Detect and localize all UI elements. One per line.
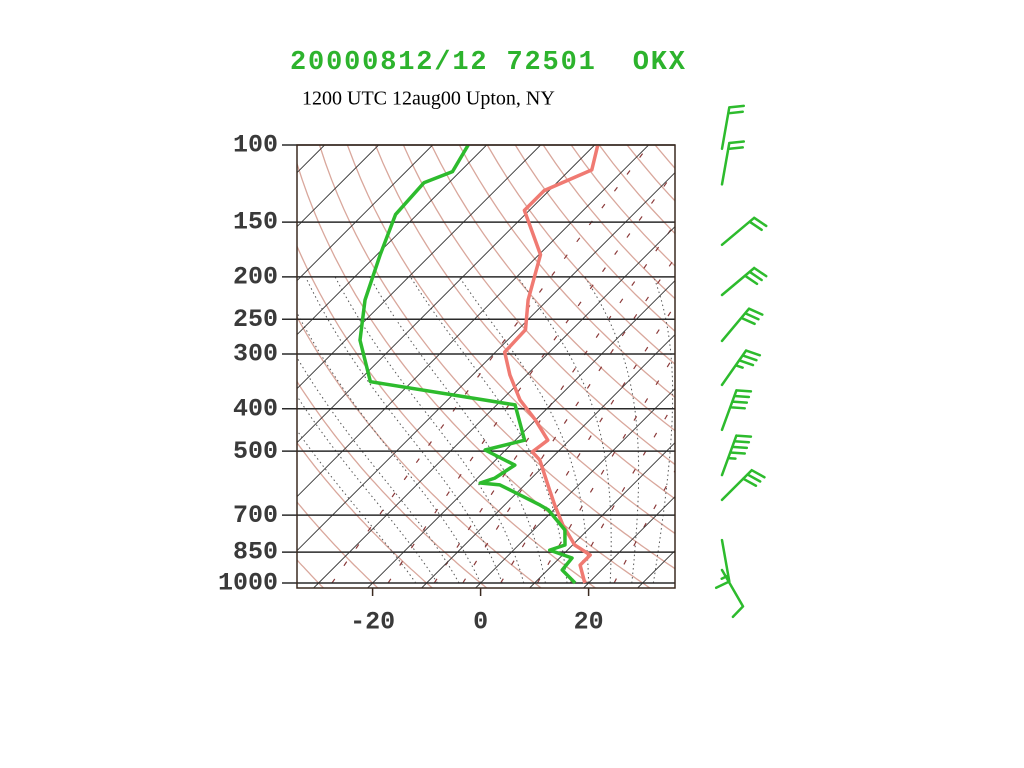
y-tick-label: 500 — [233, 437, 278, 466]
moist-adiabat — [584, 276, 640, 584]
y-tick-label: 200 — [233, 262, 278, 291]
wind-barb — [720, 434, 753, 477]
chart-subtitle: 1200 UTC 12aug00 Upton, NY — [302, 88, 555, 110]
wind-barb — [720, 349, 762, 387]
dry-adiabat — [297, 441, 434, 588]
wind-barb — [720, 568, 745, 619]
mixing-ratio-line — [387, 170, 675, 584]
isotherm — [0, 145, 163, 588]
y-tick-label: 100 — [233, 131, 278, 160]
dry-adiabat — [739, 145, 1024, 594]
grid-line — [475, 387, 675, 588]
dry-adiabat — [626, 145, 675, 202]
moist-adiabat — [674, 580, 675, 583]
isotherm — [297, 171, 675, 552]
dry-adiabat — [297, 501, 379, 588]
dry-adiabat — [346, 145, 675, 535]
grid-line — [367, 279, 675, 588]
dry-adiabat — [374, 145, 675, 500]
y-tick-label: 300 — [233, 340, 278, 369]
x-tick-label: 20 — [574, 608, 604, 637]
mixing-ratio-line — [569, 400, 675, 584]
x-tick-label: -20 — [350, 608, 395, 637]
dry-adiabat — [486, 145, 675, 366]
y-tick-label: 150 — [233, 208, 278, 237]
dewpoint-line — [358, 144, 577, 585]
temperature-line — [502, 144, 600, 584]
dry-adiabat — [402, 145, 675, 466]
y-tick-label: 850 — [233, 538, 278, 567]
dry-adiabat — [711, 145, 1024, 594]
wind-barb — [720, 104, 746, 151]
plot-frame — [296, 144, 676, 589]
wind-barb — [720, 389, 753, 432]
wind-barb — [720, 266, 768, 297]
moist-adiabat — [369, 276, 546, 584]
isotherm — [297, 145, 649, 498]
dry-adiabat — [514, 145, 675, 333]
isotherm — [297, 145, 595, 444]
dry-adiabat — [570, 145, 675, 267]
dry-adiabat — [297, 380, 488, 588]
isotherm — [297, 145, 433, 282]
wind-barb — [720, 140, 746, 186]
isotherm — [297, 145, 541, 390]
wind-barb — [720, 307, 764, 343]
moist-adiabat — [517, 276, 612, 583]
dry-adiabat — [297, 315, 543, 588]
isotherm — [0, 145, 217, 588]
background-lines — [0, 145, 1024, 594]
isotherm — [0, 145, 271, 588]
y-tick-label: 400 — [233, 394, 278, 423]
isotherm — [297, 145, 487, 336]
grid-line — [583, 495, 675, 588]
dry-adiabat — [430, 145, 675, 432]
mixing-ratio-line — [331, 145, 650, 584]
moist-adiabat — [305, 276, 503, 584]
moist-adiabat — [297, 395, 438, 584]
isotherm — [313, 225, 675, 588]
dry-adiabat — [767, 145, 1024, 594]
dry-adiabat — [823, 145, 1024, 594]
dry-adiabat — [795, 145, 1024, 594]
isotherm — [529, 441, 675, 588]
dry-adiabat — [654, 145, 675, 170]
x-tick-label: 0 — [473, 608, 488, 637]
isotherm — [421, 333, 675, 588]
isotherm — [297, 145, 379, 228]
y-tick-label: 700 — [233, 501, 278, 530]
dry-adiabat — [297, 559, 325, 588]
dry-adiabat — [458, 145, 675, 399]
moist-adiabat — [297, 356, 460, 584]
dry-adiabat — [598, 145, 675, 235]
wind-barb — [720, 216, 768, 247]
dry-adiabat — [297, 244, 597, 588]
chart-title: 20000812/12 72501 OKX — [290, 48, 686, 78]
wind-barb — [720, 468, 766, 502]
y-tick-label: 250 — [233, 305, 278, 334]
y-tick-label: 1000 — [218, 569, 278, 598]
mixing-ratio-line — [500, 304, 675, 584]
moist-adiabat — [652, 276, 674, 584]
dry-adiabat — [297, 161, 652, 588]
isotherm — [637, 549, 675, 588]
